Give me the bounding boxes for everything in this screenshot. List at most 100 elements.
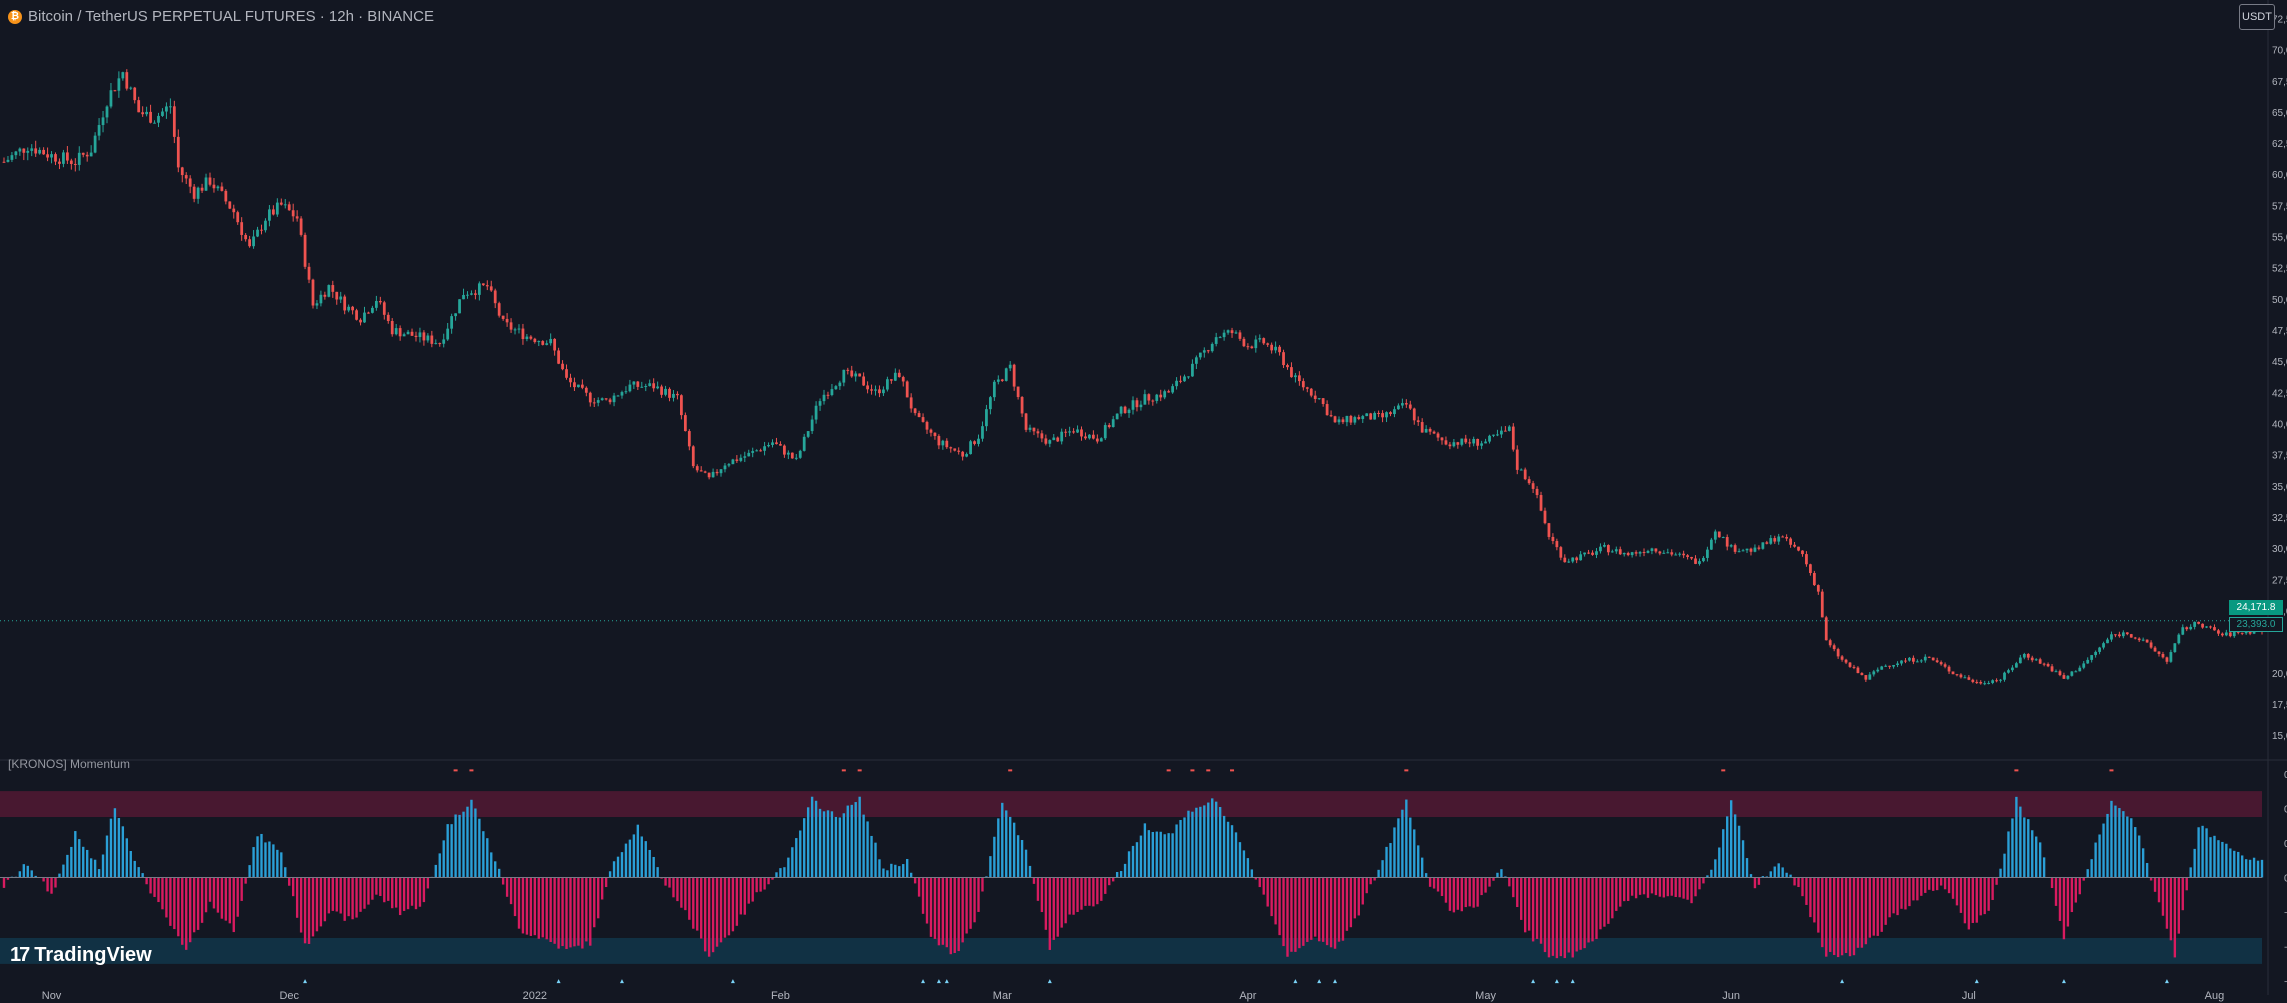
momentum-bar: [46, 877, 49, 892]
candle-body: [790, 452, 794, 459]
candle-body: [477, 283, 481, 295]
candle-body: [1460, 438, 1464, 445]
candle-body: [882, 389, 885, 394]
candle-body: [1519, 469, 1523, 471]
momentum-bar: [371, 877, 374, 900]
candle-body: [1698, 561, 1701, 564]
candle-body: [1428, 428, 1432, 432]
candle-body: [125, 72, 129, 89]
momentum-bar: [1698, 877, 1701, 890]
candle-body: [1183, 376, 1186, 382]
momentum-bar: [696, 877, 699, 931]
candle-body: [291, 210, 295, 217]
momentum-bar: [1420, 857, 1424, 878]
indicator-legend[interactable]: [KRONOS] Momentum: [8, 757, 131, 771]
momentum-bar: [1706, 875, 1709, 878]
momentum-bar: [1080, 877, 1083, 910]
buy-marker: [1974, 979, 1979, 984]
momentum-bar: [331, 877, 334, 911]
currency-button[interactable]: USDT: [2239, 4, 2275, 30]
price-axis-tick: 35,000.0: [2272, 482, 2287, 493]
momentum-bar: [1381, 860, 1384, 878]
candle-body: [1357, 417, 1361, 420]
time-axis-label: Aug: [2205, 990, 2225, 1002]
momentum-bar: [1868, 877, 1872, 938]
momentum-bar: [2153, 877, 2157, 892]
candle-body: [1274, 346, 1277, 351]
momentum-bar: [50, 877, 53, 894]
candle-body: [470, 293, 473, 295]
candle-body: [485, 285, 489, 287]
candle-body: [1123, 406, 1127, 414]
candle-body: [1630, 552, 1634, 556]
candle-body: [1397, 405, 1400, 410]
candle-body: [1773, 538, 1777, 542]
candle-body: [1044, 438, 1048, 444]
candle-body: [1198, 352, 1202, 358]
momentum-bar: [1912, 877, 1915, 901]
candle-body: [1793, 544, 1796, 547]
candle-body: [1234, 332, 1238, 334]
sell-marker: [2014, 769, 2019, 772]
candle-body: [1753, 547, 1757, 552]
momentum-bar: [2003, 853, 2006, 878]
candle-body: [1452, 442, 1456, 447]
momentum-bar: [1737, 825, 1741, 878]
candle-body: [981, 426, 984, 439]
candle-body: [2193, 621, 2197, 627]
momentum-bar: [593, 877, 596, 928]
candle-body: [1266, 343, 1270, 345]
candle-body: [2236, 631, 2240, 633]
price-axis-tick: 47,500.0: [2272, 326, 2287, 337]
momentum-bar: [1805, 877, 1808, 905]
candle-body: [1515, 449, 1519, 470]
candle-body: [188, 178, 192, 187]
candle-body: [1571, 557, 1575, 562]
momentum-bar: [866, 821, 869, 878]
momentum-bar: [1496, 872, 1499, 878]
candle-body: [2110, 634, 2113, 640]
momentum-bar: [2114, 805, 2117, 878]
candle-body: [767, 444, 770, 447]
momentum-bar: [648, 849, 651, 878]
price-axis-tick: 60,000.0: [2272, 170, 2287, 181]
momentum-bar: [1222, 815, 1226, 878]
candle-body: [232, 208, 236, 213]
candle-body: [244, 234, 248, 240]
momentum-bar: [2185, 877, 2188, 891]
momentum-bar: [1896, 877, 1899, 916]
symbol-legend[interactable]: ₿ Bitcoin / TetherUS PERPETUAL FUTURES ·…: [8, 8, 434, 25]
candle-body: [1904, 660, 1907, 662]
momentum-bar: [1020, 839, 1024, 878]
momentum-bar: [1119, 871, 1123, 878]
momentum-bar: [2201, 825, 2204, 878]
momentum-bar: [684, 877, 687, 911]
momentum-bar: [711, 877, 715, 953]
candle-body: [1979, 682, 1983, 684]
momentum-bar: [2066, 877, 2070, 927]
momentum-bar: [192, 877, 196, 933]
candle-body: [977, 438, 980, 444]
candle-body: [759, 450, 763, 452]
momentum-bar: [133, 860, 136, 878]
momentum-bar: [858, 796, 861, 878]
candle-body: [1147, 394, 1151, 401]
time-axis-label: 2022: [523, 990, 547, 1002]
candle-body: [371, 307, 374, 313]
tradingview-logo[interactable]: 17 TradingView: [10, 944, 152, 967]
candle-body: [2121, 632, 2125, 637]
candle-body: [363, 312, 366, 323]
candle-body: [101, 117, 105, 126]
candle-body: [660, 386, 663, 395]
tradingview-logo-text: TradingView: [34, 944, 152, 966]
momentum-bar: [668, 877, 671, 888]
candle-body: [474, 293, 477, 295]
momentum-bar: [2110, 800, 2113, 878]
candle-body: [1733, 545, 1737, 552]
momentum-bar: [692, 877, 695, 929]
candle-body: [1040, 433, 1044, 439]
momentum-bar: [1920, 877, 1923, 896]
candle-body: [2030, 657, 2034, 661]
candle-body: [137, 100, 141, 113]
